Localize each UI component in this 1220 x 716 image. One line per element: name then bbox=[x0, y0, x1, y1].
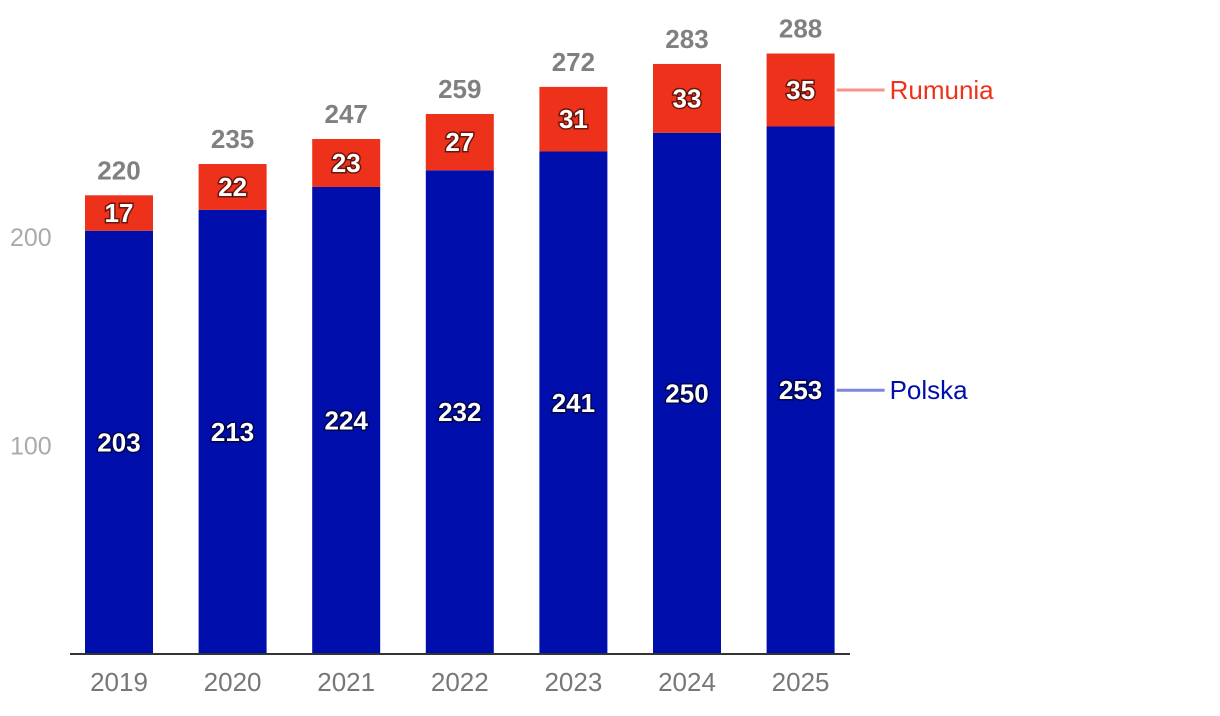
x-tick-label: 2024 bbox=[658, 667, 716, 697]
value-label-polska: 253 bbox=[779, 375, 822, 405]
y-tick-label: 100 bbox=[10, 433, 52, 461]
bar-rumunia bbox=[198, 164, 267, 210]
x-tick-label: 2019 bbox=[90, 667, 148, 697]
legend-group: Polska Rumunia bbox=[836, 75, 995, 405]
value-label-rumunia: 17 bbox=[105, 198, 134, 228]
bar-rumunia bbox=[766, 53, 835, 127]
bar-polska bbox=[539, 151, 608, 654]
value-label-polska: 203 bbox=[97, 427, 140, 457]
x-tick-label: 2023 bbox=[544, 667, 602, 697]
total-label: 247 bbox=[325, 99, 368, 129]
bar-rumunia bbox=[539, 86, 608, 152]
bar-polska bbox=[766, 126, 835, 655]
value-label-rumunia: 27 bbox=[445, 127, 474, 157]
bar-polska bbox=[198, 209, 267, 654]
legend-label-rumunia: Rumunia bbox=[890, 75, 995, 105]
total-label: 259 bbox=[438, 74, 481, 104]
value-label-rumunia: 31 bbox=[559, 104, 588, 134]
bar-rumunia bbox=[85, 195, 153, 231]
total-label: 272 bbox=[552, 47, 595, 77]
value-label-rumunia: 35 bbox=[786, 75, 815, 105]
bar-polska bbox=[85, 230, 153, 654]
bar-polska bbox=[653, 132, 721, 654]
total-label: 288 bbox=[779, 14, 822, 44]
bar-polska bbox=[312, 186, 381, 654]
legend-label-polska: Polska bbox=[890, 375, 969, 405]
x-tick-label: 2025 bbox=[772, 667, 830, 697]
value-label-rumunia: 33 bbox=[673, 83, 702, 113]
value-label-polska: 224 bbox=[325, 405, 369, 435]
value-label-polska: 232 bbox=[438, 397, 481, 427]
bar-rumunia bbox=[653, 63, 721, 133]
total-label: 283 bbox=[665, 24, 708, 54]
value-label-polska: 241 bbox=[552, 388, 595, 418]
x-tick-label: 2021 bbox=[317, 667, 375, 697]
total-label: 220 bbox=[97, 155, 140, 185]
total-label: 235 bbox=[211, 124, 254, 154]
x-tick-label: 2020 bbox=[204, 667, 262, 697]
labels-group: 100 200 203 17 220 2019 213 22 235 2020 224 23 247 20… bbox=[10, 14, 830, 697]
bars-group bbox=[85, 53, 835, 655]
x-tick-label: 2022 bbox=[431, 667, 489, 697]
value-label-rumunia: 22 bbox=[218, 172, 247, 202]
value-label-polska: 250 bbox=[665, 378, 708, 408]
bar-polska bbox=[425, 170, 494, 654]
bar-rumunia bbox=[312, 139, 381, 187]
value-label-rumunia: 23 bbox=[332, 148, 361, 178]
y-tick-label: 200 bbox=[10, 224, 52, 252]
bar-rumunia bbox=[425, 113, 494, 171]
value-label-polska: 213 bbox=[211, 417, 254, 447]
